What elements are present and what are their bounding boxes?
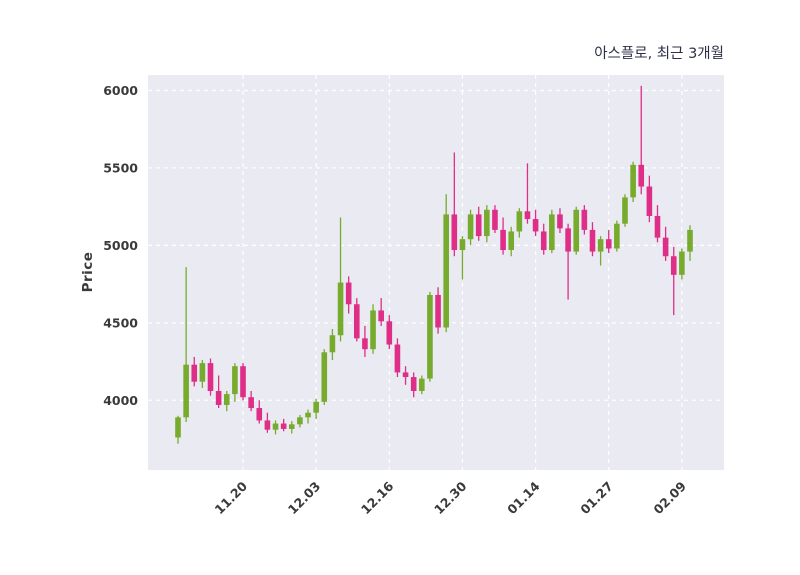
svg-text:4000: 4000 (103, 393, 138, 408)
candle (565, 223, 571, 300)
candle (288, 421, 295, 434)
candle (394, 338, 401, 378)
candle (573, 206, 580, 255)
svg-text:4500: 4500 (103, 315, 138, 330)
candle (337, 217, 344, 342)
svg-text:11.20: 11.20 (212, 478, 251, 517)
candle (475, 206, 482, 241)
svg-text:12.30: 12.30 (431, 478, 470, 517)
candle (345, 276, 352, 314)
svg-text:6000: 6000 (103, 83, 138, 98)
candle (240, 363, 246, 401)
candle (492, 205, 498, 233)
x-tick-labels: 11.20 12.03 12.16 12.30 01.14 01.27 02.09 (212, 478, 689, 517)
svg-text:5500: 5500 (103, 160, 138, 175)
candle (297, 415, 303, 428)
chart-title: 아스플로, 최근 3개월 (594, 46, 724, 62)
candle (581, 205, 588, 235)
candle (264, 412, 271, 433)
candle (622, 194, 628, 227)
candle (549, 209, 555, 254)
candle (670, 246, 677, 316)
candle (175, 415, 181, 444)
candle (508, 226, 515, 257)
candle (679, 248, 685, 280)
candle (362, 325, 368, 357)
candle (597, 236, 604, 266)
candle (451, 152, 458, 257)
candle (402, 366, 409, 385)
candle (484, 205, 490, 243)
candle (419, 375, 425, 395)
candle (638, 85, 645, 195)
candle (232, 363, 238, 402)
candle (280, 418, 287, 432)
candle (500, 217, 506, 255)
candle (199, 360, 206, 388)
plot-background (148, 75, 724, 470)
y-tick-labels: 4000 4500 5000 5500 6000 (103, 83, 138, 408)
candle (524, 163, 531, 224)
candles (175, 85, 693, 444)
candle (215, 375, 222, 409)
candle (329, 329, 336, 361)
candle (662, 226, 669, 261)
candle (378, 298, 384, 326)
candle (557, 208, 563, 233)
candle (305, 409, 311, 424)
candle (183, 267, 189, 422)
candle (272, 420, 279, 435)
candle (516, 208, 523, 238)
candle (589, 222, 596, 257)
candle (435, 287, 441, 334)
candle (370, 304, 376, 354)
candle (630, 161, 636, 203)
candle (410, 372, 417, 398)
candle (386, 315, 393, 350)
svg-text:12.03: 12.03 (285, 479, 324, 518)
candle (353, 298, 360, 342)
candle (646, 175, 653, 223)
candle (207, 358, 214, 396)
candle (459, 236, 466, 280)
candle (614, 220, 620, 252)
candle (223, 391, 230, 412)
candle (540, 223, 547, 255)
candle (687, 225, 693, 261)
svg-text:5000: 5000 (103, 238, 138, 253)
svg-text:12.16: 12.16 (358, 478, 397, 517)
svg-text:01.14: 01.14 (504, 478, 543, 517)
candle (467, 209, 474, 246)
candle (313, 398, 319, 419)
candle (605, 229, 612, 254)
candle (248, 391, 254, 412)
y-axis-label: Price (80, 251, 96, 293)
candle (654, 205, 661, 243)
candle (191, 356, 198, 387)
svg-text:02.09: 02.09 (650, 479, 689, 518)
candle (532, 209, 539, 237)
candle (321, 349, 328, 405)
candle (256, 400, 263, 424)
candle (427, 291, 433, 382)
candle (443, 194, 449, 333)
svg-text:01.27: 01.27 (577, 479, 616, 518)
